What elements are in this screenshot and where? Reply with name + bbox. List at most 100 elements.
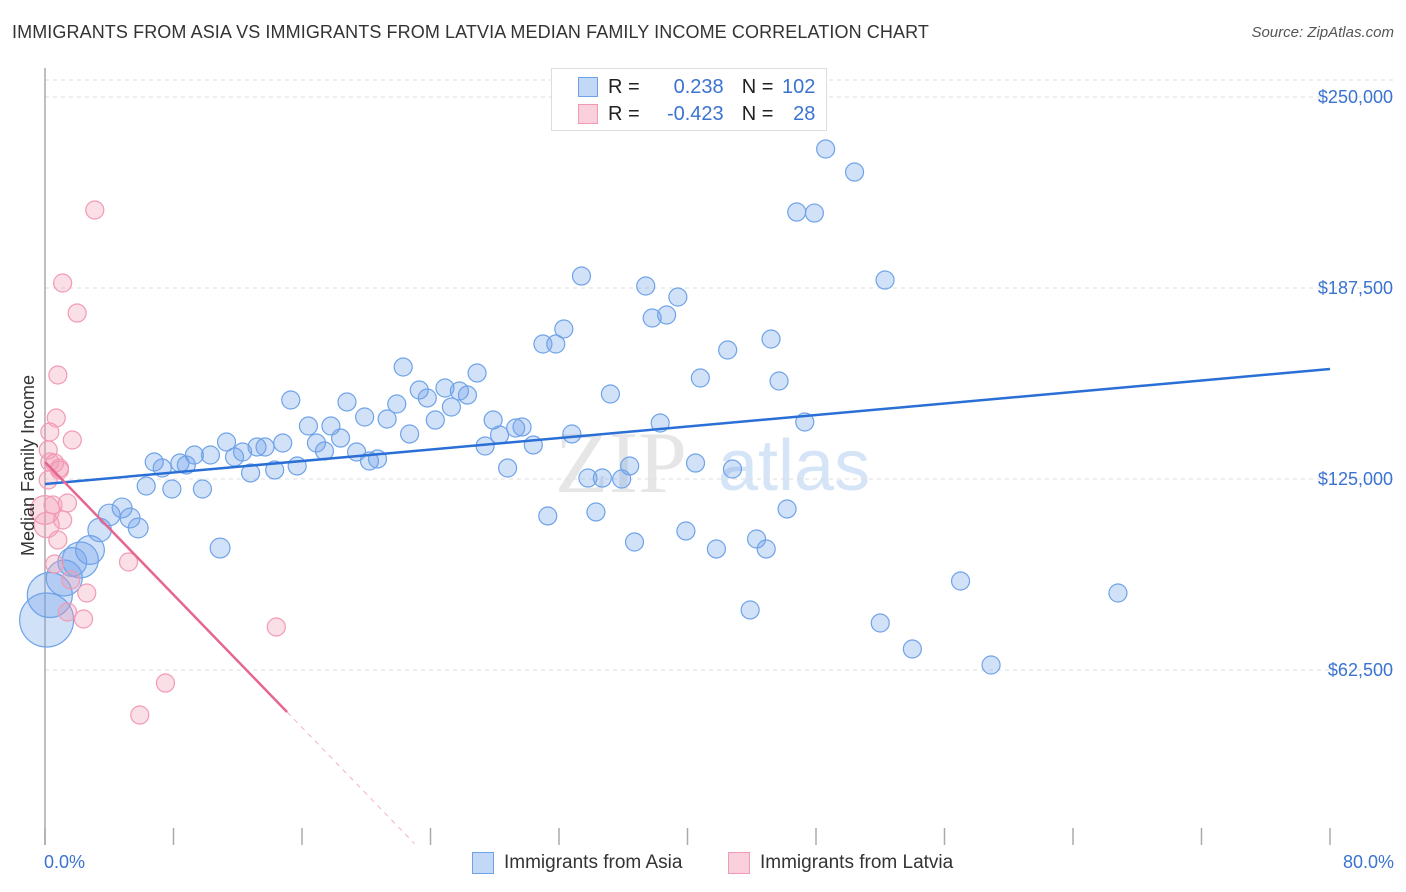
asia-point <box>722 459 743 479</box>
asia-point <box>761 329 781 349</box>
asia-point <box>489 425 510 445</box>
asia-point <box>1108 583 1128 603</box>
latvia-point <box>77 583 97 603</box>
asia-point <box>578 468 598 488</box>
asia-point <box>136 476 156 496</box>
latvia-point <box>40 422 60 442</box>
latvia-point <box>30 494 60 525</box>
asia-point <box>209 537 231 559</box>
r-label: R = <box>608 102 640 125</box>
latvia-swatch <box>728 852 750 874</box>
legend-label-latvia: Immigrants from Latvia <box>760 852 954 873</box>
asia-point <box>690 368 710 388</box>
asia-swatch <box>578 77 598 97</box>
asia-point <box>756 539 776 559</box>
asia-point <box>844 162 865 182</box>
asia-point <box>706 539 727 559</box>
n-value-latvia: 28 <box>793 102 816 125</box>
asia-point <box>512 417 532 437</box>
latvia-trend-extension <box>286 711 415 844</box>
asia-point <box>127 517 149 539</box>
y-tick-label: $125,000 <box>1318 469 1393 489</box>
latvia-point <box>48 530 68 550</box>
asia-point <box>247 437 267 457</box>
asia-point <box>298 416 319 436</box>
y-tick-label: $250,000 <box>1318 87 1393 107</box>
asia-point <box>685 453 706 473</box>
asia-point <box>255 437 275 457</box>
asia-point <box>718 340 738 360</box>
asia-point <box>620 456 640 476</box>
r-value-asia: 0.238 <box>673 75 724 98</box>
latvia-point <box>46 408 66 428</box>
watermark-atlas: atlas <box>718 426 870 506</box>
asia-point <box>746 529 767 549</box>
latvia-point <box>73 609 94 629</box>
asia-point <box>377 409 397 429</box>
y-axis-label: Median Family Income <box>18 375 38 556</box>
latvia-trend-line <box>44 461 288 713</box>
asia-point <box>281 390 301 410</box>
asia-point <box>457 385 478 405</box>
asia-point <box>624 532 645 552</box>
asia-point <box>57 547 88 578</box>
latvia-point <box>266 617 286 637</box>
asia-point <box>546 334 566 354</box>
asia-point <box>355 407 375 427</box>
asia-point <box>554 319 574 339</box>
asia-point <box>902 639 922 659</box>
asia-point <box>425 410 445 430</box>
latvia-point <box>33 511 60 539</box>
asia-point <box>387 394 407 414</box>
asia-point <box>816 139 836 159</box>
asia-point <box>600 384 621 404</box>
latvia-point <box>57 493 78 513</box>
asia-swatch <box>472 852 494 874</box>
asia-point <box>306 433 327 453</box>
asia-point <box>184 445 204 465</box>
latvia-swatch <box>578 104 598 124</box>
bottom-legend-latvia[interactable]: Immigrants from Latvia <box>728 852 953 874</box>
asia-trend-line <box>44 367 1331 486</box>
asia-point <box>409 380 429 400</box>
asia-point <box>875 270 895 290</box>
asia-point <box>498 458 518 478</box>
legend-row-asia: R = 0.238 N = 102 <box>578 74 815 100</box>
asia-point <box>571 266 592 286</box>
n-label: N = <box>741 102 774 125</box>
asia-point <box>273 433 293 453</box>
asia-point <box>642 308 662 328</box>
latvia-point <box>57 602 78 622</box>
latvia-point <box>49 460 70 480</box>
n-label: N = <box>741 75 774 98</box>
asia-point <box>337 392 357 412</box>
y-tick-label: $62,500 <box>1328 660 1393 680</box>
asia-point <box>668 287 688 307</box>
asia-point <box>657 305 677 325</box>
asia-point <box>804 203 824 223</box>
latvia-point <box>155 673 176 693</box>
asia-point <box>740 600 760 620</box>
asia-point <box>241 463 261 483</box>
legend-box: R = 0.238 N = 102 R = -0.423 N = 28 <box>551 68 827 131</box>
latvia-point <box>62 430 82 450</box>
asia-point <box>232 442 253 462</box>
x-tick-label-min: 0.0% <box>44 852 86 872</box>
asia-point <box>393 357 413 377</box>
asia-point <box>769 371 789 391</box>
chart-title: IMMIGRANTS FROM ASIA VS IMMIGRANTS FROM … <box>12 22 929 42</box>
asia-point <box>636 276 656 296</box>
bottom-legend-asia[interactable]: Immigrants from Asia <box>472 852 682 874</box>
asia-point <box>417 388 437 408</box>
asia-point <box>330 428 351 448</box>
source-label: Source: ZipAtlas.com <box>1251 24 1394 41</box>
asia-point <box>981 655 1001 675</box>
asia-point <box>176 455 196 475</box>
n-value-asia: 102 <box>782 75 816 98</box>
asia-point <box>506 418 526 438</box>
asia-point <box>676 521 696 541</box>
asia-point <box>216 432 237 452</box>
asia-point <box>441 397 461 417</box>
latvia-point <box>53 273 73 293</box>
